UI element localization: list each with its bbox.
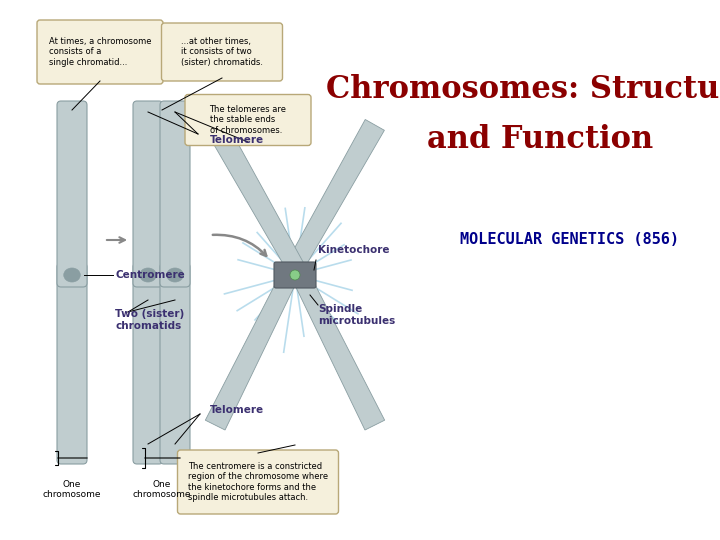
FancyBboxPatch shape [133, 101, 163, 287]
Polygon shape [206, 119, 308, 279]
Text: Telomere: Telomere [210, 135, 264, 145]
Text: Kinetochore: Kinetochore [318, 245, 390, 255]
Ellipse shape [140, 268, 156, 282]
FancyBboxPatch shape [161, 23, 282, 81]
Text: Two (sister)
chromatids: Two (sister) chromatids [115, 309, 184, 331]
Ellipse shape [167, 268, 184, 282]
Text: Telomere: Telomere [210, 405, 264, 415]
FancyBboxPatch shape [160, 101, 190, 287]
Ellipse shape [64, 268, 80, 282]
Polygon shape [292, 271, 384, 430]
Text: One
chromosome: One chromosome [42, 480, 102, 500]
Polygon shape [205, 271, 298, 430]
Text: MOLECULAR GENETICS (856): MOLECULAR GENETICS (856) [461, 233, 680, 247]
FancyBboxPatch shape [185, 94, 311, 145]
Text: The centromere is a constricted
region of the chromosome where
the kinetochore f: The centromere is a constricted region o… [188, 462, 328, 502]
Polygon shape [282, 119, 384, 279]
Text: and Function: and Function [427, 125, 653, 156]
Ellipse shape [290, 270, 300, 280]
FancyBboxPatch shape [160, 263, 190, 464]
Text: ...at other times,
it consists of two
(sister) chromatids.: ...at other times, it consists of two (s… [181, 37, 263, 67]
Text: The telomeres are
the stable ends
of chromosomes.: The telomeres are the stable ends of chr… [210, 105, 287, 135]
FancyBboxPatch shape [274, 262, 316, 288]
FancyBboxPatch shape [57, 263, 87, 464]
Text: Centromere: Centromere [115, 270, 185, 280]
FancyBboxPatch shape [133, 263, 163, 464]
FancyBboxPatch shape [37, 20, 163, 84]
Text: At times, a chromosome
consists of a
single chromatid...: At times, a chromosome consists of a sin… [49, 37, 151, 67]
FancyBboxPatch shape [178, 450, 338, 514]
Text: One
chromosome: One chromosome [132, 480, 192, 500]
FancyBboxPatch shape [57, 101, 87, 287]
Text: Spindle
microtubules: Spindle microtubules [318, 304, 395, 326]
Text: Chromosomes: Structure: Chromosomes: Structure [325, 75, 720, 105]
